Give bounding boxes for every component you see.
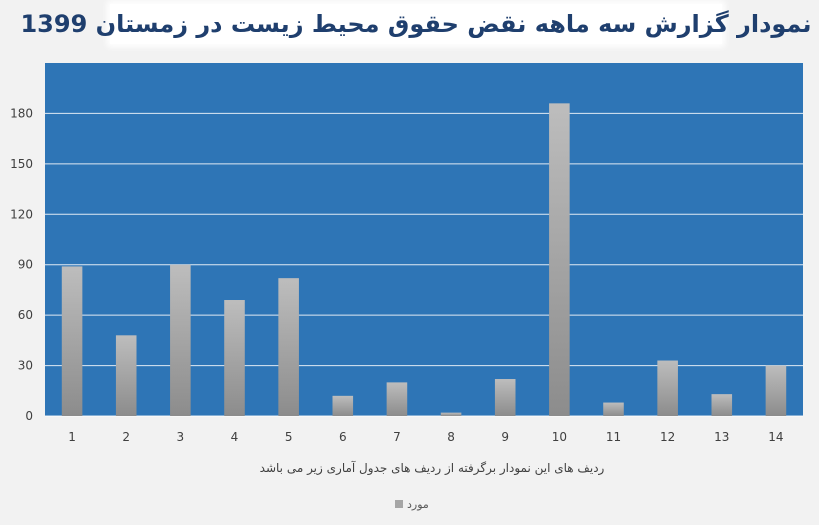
bar	[441, 413, 462, 416]
bar	[657, 361, 678, 416]
bar	[170, 265, 191, 416]
plot-background	[45, 63, 803, 416]
x-tick-label: 5	[285, 430, 293, 444]
x-tick-label: 11	[606, 430, 621, 444]
y-tick-label: 180	[10, 106, 33, 120]
chart-title: نمودار گزارش سه ماهه نقض حقوق محیط زیست …	[20, 10, 811, 38]
y-tick-label: 60	[18, 308, 33, 322]
x-tick-label: 13	[714, 430, 729, 444]
bar	[116, 335, 137, 416]
bar	[766, 366, 787, 416]
bar	[332, 396, 353, 416]
x-axis-title: ردیف های این نمودار برگرفته از ردیف های …	[260, 460, 605, 476]
x-tick-label: 9	[501, 430, 509, 444]
x-tick-label: 10	[552, 430, 567, 444]
legend-swatch	[395, 500, 403, 508]
x-tick-label: 4	[231, 430, 239, 444]
y-tick-label: 30	[18, 359, 33, 373]
bar	[387, 382, 408, 416]
bar	[711, 394, 732, 416]
y-tick-label: 120	[10, 207, 33, 221]
chart-title-box: نمودار گزارش سه ماهه نقض حقوق محیط زیست …	[110, 4, 722, 44]
x-tick-label: 3	[177, 430, 185, 444]
x-tick-label: 7	[393, 430, 401, 444]
legend-label: مورد	[407, 498, 429, 511]
bar	[495, 379, 516, 416]
chart-area: 0 30 60 90 120 150 180 1 2 3 4 5 6 7 8 9 10 11 12 13 14 ردیف …	[0, 50, 819, 525]
x-tick-label: 1	[68, 430, 76, 444]
x-tick-label: 12	[660, 430, 675, 444]
bar	[62, 266, 83, 416]
y-tick-label: 150	[10, 157, 33, 171]
x-tick-label: 14	[768, 430, 783, 444]
bar	[278, 278, 299, 416]
bar	[603, 403, 624, 416]
y-tick-label: 0	[25, 409, 33, 423]
x-tick-label: 6	[339, 430, 347, 444]
x-tick-label: 8	[447, 430, 455, 444]
bar	[549, 103, 570, 416]
bar	[224, 300, 245, 416]
y-tick-label: 90	[18, 258, 33, 272]
x-tick-label: 2	[122, 430, 130, 444]
